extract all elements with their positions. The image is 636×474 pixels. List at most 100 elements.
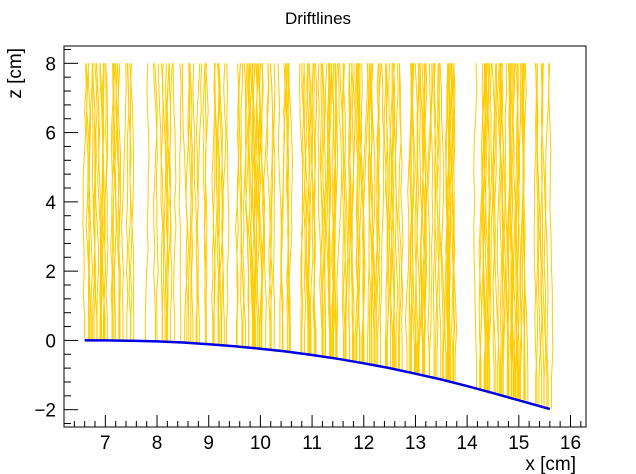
driftline <box>533 63 538 405</box>
driftline <box>260 63 265 349</box>
y-axis-title: z [cm] <box>5 48 26 99</box>
plot-frame <box>63 45 587 428</box>
driftline <box>446 63 450 382</box>
driftline <box>204 63 207 345</box>
driftline <box>427 63 434 378</box>
driftline <box>178 63 182 343</box>
driftline <box>375 63 380 367</box>
driftline <box>216 63 221 345</box>
driftline <box>444 63 449 382</box>
x-tick-label: 8 <box>152 433 163 454</box>
driftline <box>253 63 259 349</box>
driftline <box>450 63 458 383</box>
driftline <box>354 63 360 363</box>
driftline <box>488 63 493 393</box>
driftline <box>498 63 506 396</box>
driftline <box>243 63 250 348</box>
x-tick-label: 10 <box>250 433 271 454</box>
driftline <box>535 63 545 405</box>
driftline <box>357 63 365 363</box>
driftline <box>451 63 456 383</box>
driftline <box>115 63 121 341</box>
driftline <box>348 63 353 362</box>
driftline <box>82 63 87 341</box>
driftline <box>371 63 376 365</box>
driftline <box>279 63 287 352</box>
driftline <box>235 63 241 347</box>
driftline <box>485 63 490 392</box>
driftline <box>540 63 549 407</box>
boundary-curve <box>84 339 551 411</box>
driftline <box>444 63 452 383</box>
driftline <box>110 63 115 341</box>
x-tick-label: 12 <box>353 433 374 454</box>
driftline <box>326 63 331 358</box>
driftline <box>256 63 261 349</box>
driftline <box>129 63 135 341</box>
driftline <box>483 63 488 392</box>
driftline <box>300 63 305 354</box>
driftline <box>286 63 291 352</box>
driftline <box>312 63 318 356</box>
y-tick-label: 8 <box>45 54 56 75</box>
driftline <box>409 63 415 374</box>
driftline <box>85 63 90 341</box>
driftline <box>355 63 361 362</box>
driftline <box>508 63 516 398</box>
driftline <box>473 63 478 389</box>
x-tick-label: 7 <box>100 433 111 454</box>
y-tick-label: 4 <box>45 193 56 214</box>
x-tick-label: 14 <box>457 433 479 454</box>
driftline <box>157 63 165 342</box>
driftline <box>121 63 127 341</box>
driftline <box>351 63 355 362</box>
driftline <box>436 63 442 379</box>
driftline <box>245 63 251 348</box>
x-tick-label: 16 <box>560 433 581 454</box>
axes-layer: 7 8 9 10 11 12 13 14 15 16 −2 0 2 4 6 8 <box>34 48 582 454</box>
driftline <box>105 63 109 341</box>
driftline <box>91 63 98 341</box>
driftline <box>160 63 164 342</box>
plot-frame-layer <box>63 45 587 428</box>
driftline <box>504 63 510 397</box>
driftline <box>99 63 105 341</box>
driftline <box>379 63 385 367</box>
driftline <box>277 63 284 351</box>
driftline <box>99 63 107 341</box>
driftline <box>414 63 420 375</box>
driftline <box>485 63 491 392</box>
driftline <box>252 63 257 348</box>
driftline <box>491 63 497 393</box>
driftline <box>319 63 324 357</box>
driftline <box>497 63 503 396</box>
driftline <box>389 63 396 370</box>
driftline <box>113 63 121 341</box>
driftline <box>257 63 263 349</box>
driftline <box>286 63 290 352</box>
driftline <box>319 63 324 357</box>
driftline <box>212 63 216 345</box>
driftline <box>204 63 209 344</box>
driftline <box>322 63 328 358</box>
driftline <box>303 63 309 355</box>
chart-title: Driftlines <box>285 9 351 28</box>
driftline <box>181 63 190 343</box>
driftline <box>87 63 92 341</box>
x-axis-title: x [cm] <box>525 454 576 474</box>
driftline <box>521 63 527 403</box>
driftline <box>343 63 349 360</box>
driftline <box>543 63 550 409</box>
driftline <box>94 63 100 341</box>
driftline <box>420 63 426 376</box>
driftline <box>242 63 248 348</box>
y-tick-label: 2 <box>45 262 56 283</box>
driftline <box>328 63 332 358</box>
driftline <box>254 63 259 349</box>
boundary-layer <box>84 339 551 411</box>
driftline <box>236 63 242 347</box>
driftline <box>117 63 122 341</box>
y-tick-label: 0 <box>45 331 56 352</box>
driftline <box>399 63 404 371</box>
